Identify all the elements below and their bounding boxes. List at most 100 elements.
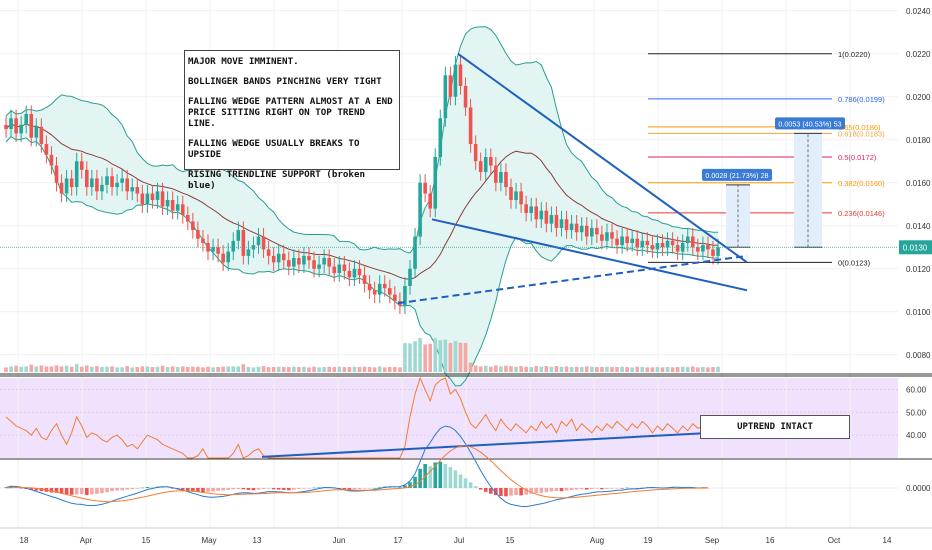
candle-body [19,124,23,134]
candle-body [14,118,18,134]
volume-bar [271,367,276,372]
volume-bar [236,366,241,372]
candle-body [191,221,195,231]
macd-histogram-bar [675,487,680,489]
volume-bar [69,366,74,372]
candle-body [246,249,251,256]
candle-body [337,264,342,274]
candle-body [463,86,468,108]
x-tick-label: 15 [506,536,515,545]
macd-histogram-bar [534,488,539,494]
macd-histogram-bar [610,488,614,489]
macd-histogram-bar [145,487,150,488]
fib-level-label: 0(0.0123) [838,258,871,267]
macd-histogram-bar [579,488,584,490]
volume-bar [342,367,347,372]
macd-signal-line [5,445,708,503]
candle-body [271,255,276,263]
volume-bar [549,366,554,372]
volume-bar [675,367,680,372]
volume-bar [9,366,13,372]
volume-bar [29,364,34,372]
candle-body [64,178,69,194]
x-tick-label: 18 [20,536,29,545]
volume-bar [680,366,685,372]
volume-bar [292,366,296,372]
macd-histogram-bar [281,488,286,490]
candle-body [85,169,89,188]
volume-bar [453,341,458,372]
volume-bar [428,343,432,372]
candle-body [130,187,135,192]
volume-bar [483,365,488,372]
volume-bar [64,365,69,372]
candle-body [211,247,215,252]
volume-bar [539,366,544,372]
volume-bar [206,366,210,372]
candle-body [701,245,705,252]
candle-body [478,161,483,173]
volume-bar [655,367,660,372]
volume-bar [696,367,700,372]
candle-body [4,125,8,130]
macd-histogram-bar [115,488,119,491]
candle-body [388,288,392,295]
macd-histogram-bar [357,488,362,489]
bollinger-lower-line [5,135,719,387]
wedge-lower-trendline [431,218,748,292]
x-tick-label: Oct [828,536,841,545]
macd-histogram-bar [39,488,44,492]
macd-histogram-bar [473,486,478,488]
rsi-tick-label: 50.00 [906,408,927,417]
macd-histogram-bar [564,488,569,491]
macd-histogram-bar [165,487,170,489]
candle-body [640,240,645,248]
volume-bar [317,367,321,372]
macd-histogram-bar [261,488,266,489]
rsi-tick-label: 40.00 [906,431,927,440]
candle-body [645,240,650,246]
macd-histogram-bar [266,488,271,489]
macd-histogram-bar [302,488,306,489]
candle-body [165,199,170,207]
volume-bar [145,366,150,372]
volume-bar [524,366,528,372]
volume-bar [433,338,438,372]
macd-histogram-bar [584,488,589,490]
volume-bar [49,366,54,372]
macd-histogram-bar [625,487,629,489]
macd-histogram-bar [413,476,417,488]
candle-body [574,223,579,233]
macd-histogram-bar [595,488,599,489]
macd-histogram-bar [494,488,498,496]
volume-bar [95,366,99,372]
volume-bar [660,367,665,372]
macd-histogram-bar [120,488,124,491]
macd-histogram-bar [180,488,185,490]
candle-body [605,232,609,241]
candle-body [665,240,670,248]
candle-body [519,191,523,205]
rsi-note: UPTREND INTACT [700,415,850,439]
note-line: RISING TRENDLINE SUPPORT (broken blue) [188,169,366,191]
macd-histogram-bar [600,488,604,490]
macd-histogram-bar [312,487,316,489]
x-tick-label: 15 [142,536,151,545]
macd-histogram-bar [352,488,357,490]
volume-bar [24,366,28,372]
macd-histogram-bar [605,488,609,489]
candle-body [39,126,44,145]
x-tick-label: 14 [883,536,892,545]
volume-bar [352,366,357,372]
macd-histogram-bar [655,488,660,489]
volume-bar [120,367,124,372]
volume-bar [408,343,412,372]
macd-tick-label: 0.0000 [906,484,931,493]
macd-histogram-bar [135,488,140,489]
macd-histogram-bar [206,488,210,492]
candle-body [281,253,286,261]
candle-body [595,227,599,235]
volume-bar [448,342,453,372]
candle-body [69,178,74,188]
